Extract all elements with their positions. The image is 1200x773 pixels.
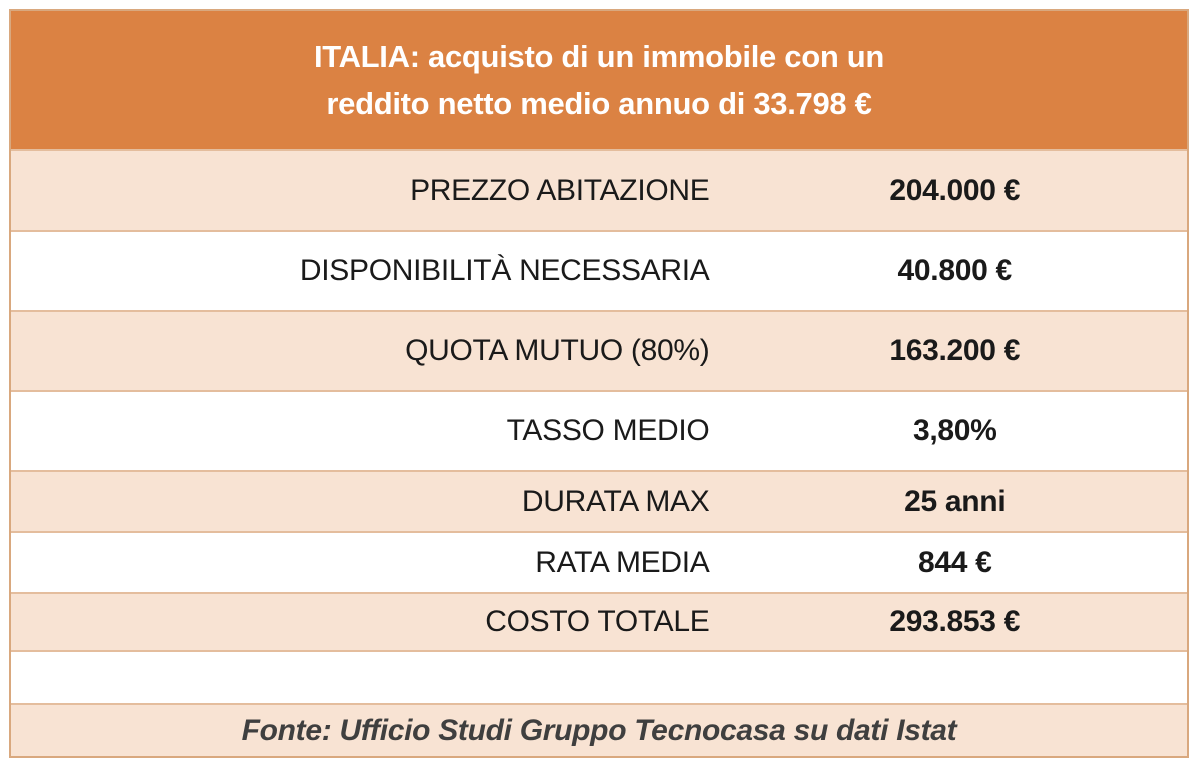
- row-label-costo-totale: COSTO TOTALE: [485, 605, 710, 638]
- table-row: PREZZO ABITAZIONE 204.000 €: [11, 149, 1187, 230]
- row-value-quota-mutuo: 163.200 €: [889, 334, 1021, 367]
- table-row: COSTO TOTALE 293.853 €: [11, 592, 1187, 650]
- table-row: TASSO MEDIO 3,80%: [11, 390, 1187, 470]
- mortgage-affordability-table: ITALIA: acquisto di un immobile con un r…: [9, 9, 1189, 758]
- empty-spacer-row: [11, 650, 1187, 703]
- row-label-rata-media: RATA MEDIA: [535, 545, 710, 579]
- row-label-quota-mutuo: QUOTA MUTUO (80%): [405, 334, 710, 367]
- row-label-durata-max: DURATA MAX: [521, 484, 710, 518]
- row-value-disponibilita-necessaria: 40.800 €: [897, 254, 1013, 287]
- table-title-line-2: reddito netto medio annuo di 33.798 €: [326, 86, 872, 121]
- source-note: Fonte: Ufficio Studi Gruppo Tecnocasa su…: [241, 713, 957, 747]
- row-label-tasso-medio: TASSO MEDIO: [506, 414, 710, 447]
- table-row: DURATA MAX 25 anni: [11, 470, 1187, 531]
- row-value-costo-totale: 293.853 €: [889, 605, 1021, 638]
- source-row: Fonte: Ufficio Studi Gruppo Tecnocasa su…: [11, 703, 1187, 756]
- row-value-durata-max: 25 anni: [904, 484, 1006, 518]
- row-label-disponibilita-necessaria: DISPONIBILITÀ NECESSARIA: [299, 254, 710, 287]
- row-value-tasso-medio: 3,80%: [912, 414, 997, 447]
- table-header: ITALIA: acquisto di un immobile con un r…: [11, 11, 1187, 149]
- table-row: QUOTA MUTUO (80%) 163.200 €: [11, 310, 1187, 390]
- table-row: RATA MEDIA 844 €: [11, 531, 1187, 592]
- row-value-rata-media: 844 €: [917, 545, 992, 579]
- row-value-prezzo-abitazione: 204.000 €: [889, 173, 1021, 207]
- table-title-line-1: ITALIA: acquisto di un immobile con un: [313, 39, 885, 74]
- table-row: DISPONIBILITÀ NECESSARIA 40.800 €: [11, 230, 1187, 310]
- row-label-prezzo-abitazione: PREZZO ABITAZIONE: [410, 173, 710, 207]
